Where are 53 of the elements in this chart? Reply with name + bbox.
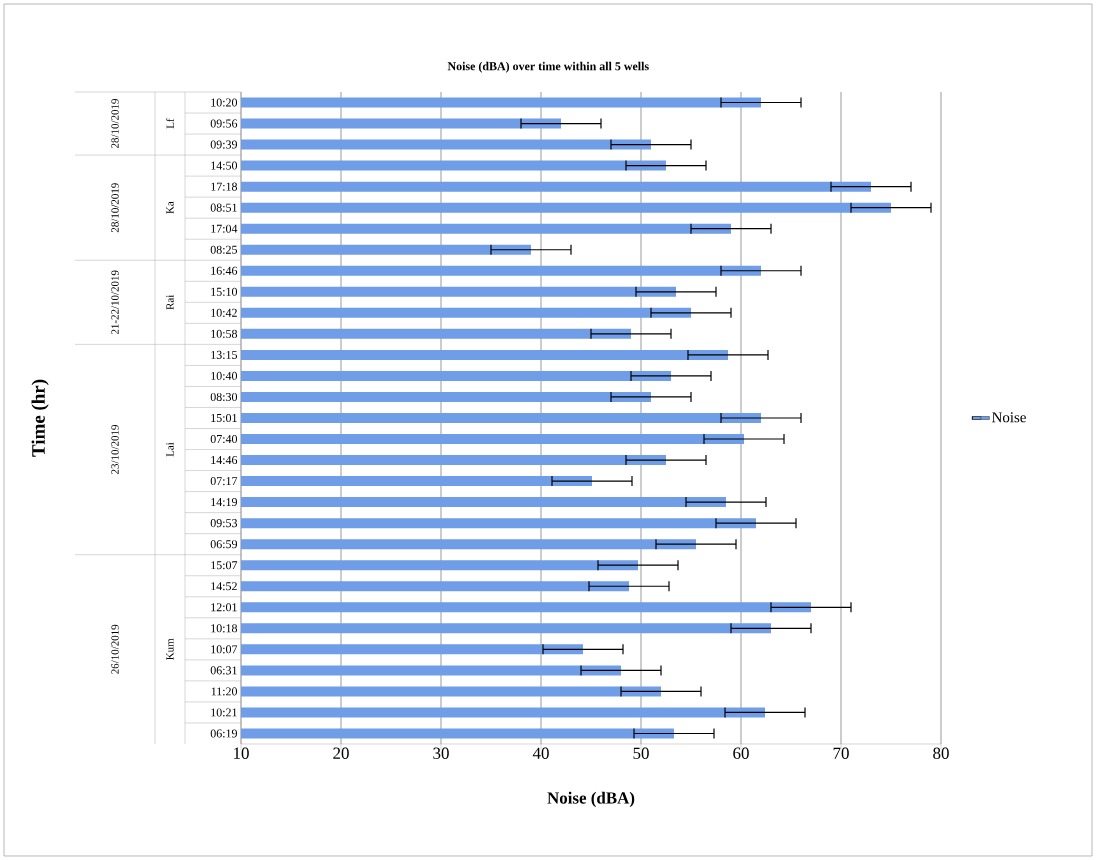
x-tick-label: 50	[633, 747, 649, 759]
text: 23/10/2019	[111, 425, 119, 475]
text: Kum	[166, 638, 174, 660]
x-tick-label: 80	[933, 747, 949, 759]
y-tick-label: 15:01	[211, 413, 237, 423]
y-tick-label: 17:18	[211, 182, 238, 191]
text: 28/10/2019	[111, 183, 119, 233]
y-tick-label: 08:51	[210, 203, 237, 212]
y-tick-label: 10:42	[211, 308, 237, 317]
y-tick-label: 15:07	[211, 561, 238, 570]
x-tick-label: 70	[833, 747, 849, 759]
y-tick-label: 06:59	[210, 540, 237, 549]
y-tick-label: 17:04	[211, 224, 238, 233]
y-tick-label: 09:56	[210, 119, 238, 128]
text: Lf	[166, 118, 174, 129]
text: 28/10/2019	[111, 99, 119, 149]
y-tick-label: 07:40	[210, 434, 238, 444]
y-tick-label: 08:30	[210, 392, 238, 402]
y-tick-label: 13:15	[211, 350, 238, 359]
legend-label: Noise	[992, 412, 1026, 423]
y-tick-label: 09:53	[210, 519, 238, 528]
text: Lai	[166, 442, 174, 457]
y-tick-label: 10:07	[211, 645, 238, 654]
y-tick-label: 07:17	[210, 477, 238, 486]
chart-title: Noise (dBA) over time within all 5 wells	[447, 61, 649, 73]
x-axis-title: Noise (dBA)	[547, 791, 635, 808]
y-tick-label: 08:25	[210, 245, 238, 254]
y-tick-label: 10:58	[211, 329, 238, 338]
y-tick-label: 06:19	[210, 729, 237, 738]
y-tick-label: 10:18	[211, 624, 238, 633]
x-tick-label: 60	[733, 747, 749, 759]
x-tick-label: 10	[234, 747, 249, 759]
text: Time (hr)	[31, 379, 49, 457]
y-tick-label: 15:10	[211, 287, 238, 296]
text: 26/10/2019	[111, 624, 119, 674]
y-tick-label: 10:20	[211, 98, 238, 107]
text: Rai	[166, 294, 174, 310]
y-tick-label: 12:01	[211, 603, 237, 612]
text: 21-22/10/2019	[111, 270, 119, 335]
y-tick-label: 10:40	[211, 371, 238, 380]
y-tick-label: 14:50	[211, 161, 238, 170]
y-tick-label: 16:46	[211, 266, 238, 275]
x-tick-label: 40	[532, 747, 549, 759]
x-tick-label: 30	[433, 747, 449, 759]
y-tick-label: 09:39	[210, 140, 237, 149]
text: Ka	[166, 201, 174, 214]
y-tick-label: 14:52	[211, 582, 237, 591]
y-tick-label: 11:20	[211, 687, 238, 696]
y-tick-label: 10:21	[211, 708, 237, 717]
x-tick-label: 20	[333, 747, 349, 759]
y-tick-label: 06:31	[210, 666, 237, 675]
y-tick-label: 14:46	[211, 456, 238, 465]
y-tick-label: 14:19	[211, 498, 237, 507]
